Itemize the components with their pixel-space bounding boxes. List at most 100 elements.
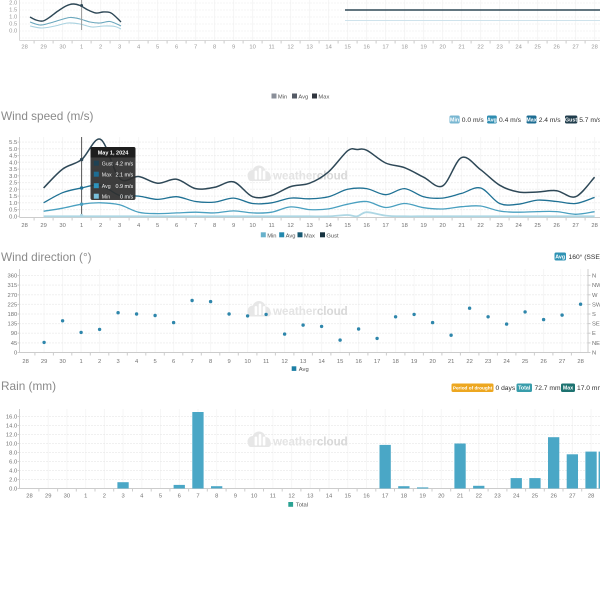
svg-text:3: 3 [118, 45, 121, 51]
svg-text:25: 25 [522, 359, 528, 365]
svg-text:Min: Min [450, 117, 459, 123]
svg-text:26: 26 [553, 45, 559, 51]
svg-text:23: 23 [496, 45, 502, 51]
svg-text:5.0: 5.0 [9, 147, 17, 153]
svg-text:Max: Max [563, 386, 573, 392]
svg-text:Min: Min [102, 195, 110, 201]
svg-text:22: 22 [476, 494, 482, 500]
svg-text:11: 11 [270, 494, 276, 500]
svg-text:360: 360 [8, 274, 18, 280]
svg-text:SW: SW [592, 302, 600, 308]
svg-text:22: 22 [466, 359, 472, 365]
svg-text:28: 28 [26, 494, 32, 500]
svg-text:28: 28 [21, 223, 27, 229]
svg-text:2: 2 [99, 223, 102, 229]
svg-text:0.0 m/s: 0.0 m/s [462, 117, 485, 124]
svg-text:2.5: 2.5 [9, 181, 17, 187]
svg-text:12: 12 [281, 359, 287, 365]
svg-text:9: 9 [232, 223, 235, 229]
svg-text:26: 26 [550, 494, 556, 500]
svg-text:2.4 m/s: 2.4 m/s [539, 117, 562, 124]
svg-text:Avg: Avg [299, 367, 309, 373]
svg-text:7: 7 [194, 223, 197, 229]
svg-text:270: 270 [8, 293, 18, 299]
svg-text:14: 14 [318, 359, 325, 365]
svg-text:Wind direction (°): Wind direction (°) [1, 250, 92, 264]
svg-text:14.0: 14.0 [6, 424, 17, 430]
svg-text:4.2 m/s: 4.2 m/s [116, 162, 134, 168]
svg-text:1.5: 1.5 [9, 194, 17, 200]
svg-text:NW: NW [592, 283, 600, 289]
svg-text:12.0: 12.0 [6, 433, 17, 439]
svg-text:17: 17 [382, 223, 388, 229]
svg-text:Wind speed (m/s): Wind speed (m/s) [1, 109, 94, 123]
svg-text:16: 16 [363, 223, 369, 229]
svg-text:7: 7 [196, 494, 199, 500]
svg-text:1: 1 [79, 359, 82, 365]
svg-text:11: 11 [269, 45, 275, 51]
svg-text:SE: SE [592, 322, 600, 328]
svg-text:3.0: 3.0 [9, 174, 17, 180]
svg-text:1.5: 1.5 [9, 8, 17, 14]
svg-text:1: 1 [80, 45, 83, 51]
svg-text:28: 28 [591, 45, 597, 51]
svg-text:0.9 m/s: 0.9 m/s [116, 184, 134, 190]
svg-text:Min: Min [267, 233, 276, 239]
svg-text:19: 19 [420, 223, 426, 229]
svg-text:29: 29 [45, 494, 51, 500]
svg-text:23: 23 [485, 359, 491, 365]
svg-text:24: 24 [515, 45, 522, 51]
svg-text:10: 10 [244, 359, 250, 365]
svg-text:18: 18 [401, 223, 407, 229]
svg-text:3: 3 [121, 494, 124, 500]
svg-text:22: 22 [477, 223, 483, 229]
svg-text:11: 11 [263, 359, 269, 365]
svg-text:Avg: Avg [286, 233, 296, 239]
svg-text:0.5: 0.5 [9, 208, 17, 214]
svg-text:13: 13 [307, 494, 313, 500]
svg-text:23: 23 [494, 494, 500, 500]
svg-text:20: 20 [438, 494, 444, 500]
svg-text:6: 6 [175, 45, 178, 51]
svg-text:24: 24 [515, 223, 522, 229]
svg-text:19: 19 [420, 45, 426, 51]
svg-text:Rain (mm): Rain (mm) [1, 379, 56, 393]
svg-text:160° (SSE): 160° (SSE) [569, 253, 600, 261]
svg-text:17: 17 [374, 359, 380, 365]
svg-text:N: N [592, 274, 596, 280]
svg-text:45: 45 [11, 341, 17, 347]
svg-text:4.0: 4.0 [9, 160, 17, 166]
svg-text:15: 15 [337, 359, 343, 365]
svg-text:1: 1 [84, 494, 87, 500]
svg-text:2: 2 [99, 45, 102, 51]
svg-text:18: 18 [401, 494, 407, 500]
svg-text:26: 26 [540, 359, 546, 365]
svg-text:18: 18 [401, 45, 407, 51]
svg-text:21: 21 [458, 45, 464, 51]
svg-text:21: 21 [457, 494, 463, 500]
svg-text:14: 14 [326, 494, 333, 500]
svg-text:0: 0 [14, 351, 17, 357]
svg-text:29: 29 [40, 223, 46, 229]
svg-text:8: 8 [213, 45, 216, 51]
svg-text:19: 19 [411, 359, 417, 365]
svg-text:21: 21 [448, 359, 454, 365]
svg-text:E: E [592, 331, 596, 337]
svg-text:0.0: 0.0 [9, 487, 17, 493]
svg-text:3: 3 [118, 223, 121, 229]
svg-text:28: 28 [21, 45, 27, 51]
svg-text:17: 17 [382, 45, 388, 51]
svg-text:25: 25 [534, 223, 540, 229]
svg-text:315: 315 [8, 283, 18, 289]
svg-text:29: 29 [40, 45, 46, 51]
svg-text:13: 13 [306, 45, 312, 51]
svg-text:1.0: 1.0 [9, 201, 17, 207]
svg-text:weathercloud: weathercloud [272, 170, 348, 183]
svg-text:Gust: Gust [565, 117, 577, 123]
svg-text:12: 12 [288, 494, 294, 500]
svg-text:11: 11 [269, 223, 275, 229]
svg-text:Gust: Gust [102, 162, 114, 168]
svg-text:May 1, 2024: May 1, 2024 [98, 151, 130, 157]
svg-text:19: 19 [419, 494, 425, 500]
svg-text:7: 7 [194, 45, 197, 51]
